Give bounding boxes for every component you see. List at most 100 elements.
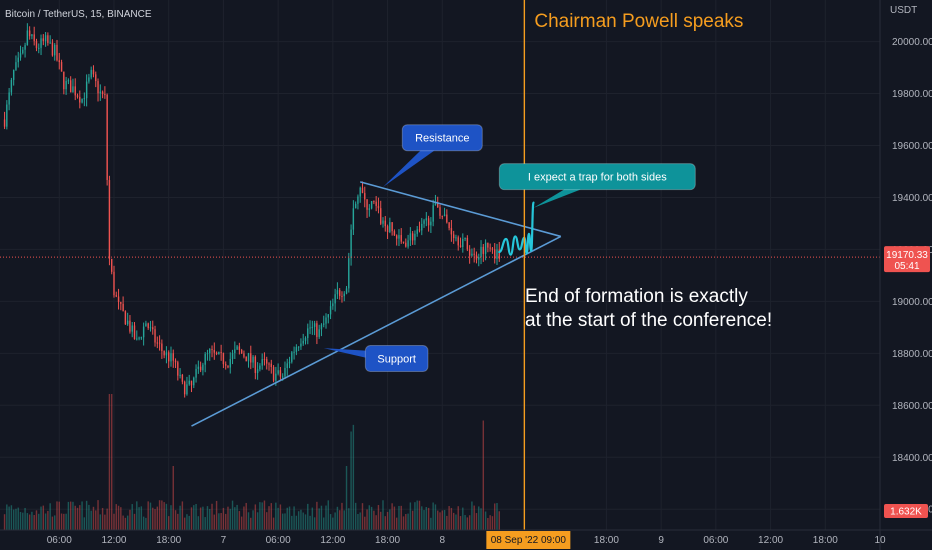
candle-body <box>35 41 38 49</box>
volume-bar <box>24 507 26 530</box>
volume-bar <box>40 506 42 530</box>
volume-bar <box>427 507 430 530</box>
volume-bar <box>209 508 211 530</box>
candle-body <box>113 271 115 296</box>
candle-body <box>338 290 341 296</box>
volume-bar <box>311 507 314 530</box>
candle-body <box>74 86 76 96</box>
volume-bar <box>224 513 227 530</box>
volume-bar <box>238 511 241 530</box>
volume-bar <box>206 506 209 530</box>
volume-bar <box>491 516 494 530</box>
candle-body <box>370 201 373 209</box>
volume-bar <box>234 507 236 530</box>
candle-body <box>434 202 437 206</box>
candle-body <box>473 253 475 255</box>
candle-body <box>247 353 250 362</box>
candle-body <box>106 94 108 181</box>
candle-body <box>188 380 190 385</box>
candle-body <box>252 356 254 363</box>
volume-bar <box>452 512 455 530</box>
candle-body <box>263 359 266 361</box>
volume-bar <box>188 515 190 530</box>
volume-bar <box>31 511 33 530</box>
candle-body <box>28 30 31 37</box>
candle-body <box>318 329 320 337</box>
volume-bar <box>398 505 400 530</box>
volume-bar <box>69 501 72 530</box>
y-tick-label: 18600.00 <box>892 401 932 412</box>
candle-body <box>229 358 231 368</box>
candle-body <box>272 367 275 381</box>
candle-body <box>475 254 478 260</box>
volume-bar <box>382 500 384 530</box>
candle-body <box>56 44 58 61</box>
candle-body <box>158 342 161 344</box>
volume-bar <box>97 500 99 530</box>
candle-body <box>142 326 145 338</box>
x-tick-label: 06:00 <box>266 535 291 546</box>
volume-bar <box>22 512 24 530</box>
volume-bar <box>286 507 288 530</box>
volume-bar <box>106 508 108 530</box>
candle-body <box>386 226 389 233</box>
volume-bar <box>418 500 421 530</box>
y-tick-label: 19800.00 <box>892 89 932 100</box>
candle-body <box>174 360 177 363</box>
volume-bar <box>361 503 364 530</box>
volume-bar <box>154 509 156 530</box>
volume-bar <box>222 507 225 530</box>
volume-bar <box>425 506 428 530</box>
volume-bar <box>263 500 266 530</box>
candle-body <box>364 193 366 200</box>
volume-bar <box>243 506 245 530</box>
candle-body <box>425 218 428 221</box>
volume-bar <box>462 507 464 530</box>
candle-body <box>471 253 473 256</box>
volume-bar <box>33 515 35 530</box>
volume-bar <box>181 501 184 530</box>
candle-body <box>236 346 238 350</box>
volume-bar <box>473 505 475 530</box>
volume-bar <box>136 501 138 530</box>
candle-body <box>238 346 241 350</box>
symbol-title: Bitcoin / TetherUS, 15, BINANCE <box>5 9 152 20</box>
volume-bar <box>256 512 259 530</box>
candle-body <box>352 208 355 230</box>
volume-bar <box>389 509 391 530</box>
resistance-label-text: Resistance <box>415 133 469 145</box>
volume-bar <box>441 510 443 530</box>
volume-bar <box>496 502 498 530</box>
volume-bar <box>72 501 74 530</box>
volume-bar <box>297 511 300 530</box>
volume-bar <box>384 516 386 530</box>
volume-bar <box>95 510 97 530</box>
volume-bar <box>124 517 127 530</box>
volume-bar <box>464 515 466 530</box>
time-badge <box>486 531 571 549</box>
volume-bar <box>44 513 47 530</box>
candle-body <box>145 323 147 327</box>
candle-body <box>63 71 65 90</box>
candle-body <box>439 207 441 216</box>
volume-bar <box>484 511 487 530</box>
candle-body <box>377 205 380 209</box>
volume-bar <box>323 517 325 530</box>
candle-body <box>300 343 302 347</box>
candle-body <box>126 320 129 325</box>
event-marker: Chairman Powell speaks <box>523 0 743 530</box>
candle-body <box>186 384 188 395</box>
candle-body <box>220 352 222 354</box>
candle-body <box>44 35 47 41</box>
candle-body <box>491 248 494 250</box>
volume-bar <box>76 507 79 530</box>
candle-body <box>357 196 359 204</box>
volume-bar <box>197 516 200 530</box>
trap-label-box <box>498 163 696 191</box>
volume-bar <box>8 506 10 530</box>
volume-bar <box>309 515 311 530</box>
candle-body <box>65 80 67 90</box>
candle-body <box>382 220 384 224</box>
candle-body <box>54 44 56 56</box>
